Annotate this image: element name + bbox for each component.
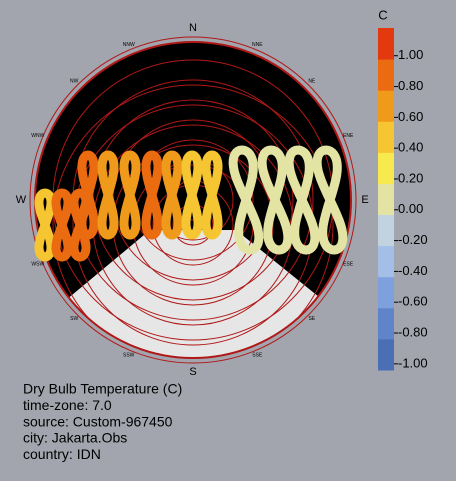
analemma	[51, 188, 73, 262]
legend-swatch	[378, 276, 394, 309]
compass-label: SSW	[123, 353, 135, 359]
legend-swatch	[378, 338, 394, 371]
info-line: city: Jakarta.Obs	[23, 430, 127, 446]
legend-tick-label: 0.00	[398, 201, 423, 216]
compass-label: NE	[308, 79, 316, 85]
analemma	[181, 150, 203, 240]
legend-tick-label: 1.00	[398, 47, 423, 62]
legend-tick-label: -0.40	[398, 263, 428, 278]
compass-label: ENE	[343, 133, 354, 139]
compass-label: SSE	[252, 353, 263, 359]
legend-swatch	[378, 183, 394, 216]
outer-ring	[29, 36, 357, 364]
legend-tick-label: -0.60	[398, 294, 428, 309]
analemma	[69, 188, 91, 262]
info-line: source: Custom-967450	[23, 413, 173, 429]
analemma	[257, 145, 293, 255]
legend-tick-label: 0.20	[398, 170, 423, 185]
compass-label: NNE	[252, 42, 263, 48]
analemma	[228, 145, 264, 255]
legend-tick-label: 0.40	[398, 140, 423, 155]
legend-swatch	[378, 28, 394, 60]
legend-swatch	[378, 245, 394, 278]
compass-label: ESE	[343, 262, 354, 268]
analemma	[284, 145, 320, 255]
legend-swatch	[378, 121, 394, 153]
compass-label: N	[189, 22, 197, 34]
legend-swatch	[378, 152, 394, 184]
legend-swatch	[378, 214, 394, 247]
compass-label: WNW	[31, 133, 44, 139]
analemma	[97, 150, 119, 240]
compass-label: NW	[70, 79, 79, 85]
compass-label: E	[361, 194, 368, 206]
legend-tick-label: 0.60	[398, 109, 423, 124]
compass-label: NNW	[123, 42, 135, 48]
compass-label: WSW	[31, 262, 44, 268]
analemma	[119, 150, 141, 240]
info-line: time-zone: 7.0	[23, 397, 112, 413]
legend-tick-label: -0.80	[398, 324, 428, 339]
legend-tick-label: -0.20	[398, 232, 428, 247]
legend-swatch	[378, 59, 394, 91]
analemma	[141, 150, 163, 240]
analemma	[201, 150, 223, 240]
compass-label: W	[16, 194, 27, 206]
legend-swatch	[378, 90, 394, 122]
legend-tick-label: 0.80	[398, 78, 423, 93]
legend-swatch	[378, 307, 394, 340]
analemma	[77, 150, 99, 240]
legend-tick-label: -1.00	[398, 355, 428, 370]
altitude-ring	[52, 84, 334, 358]
info-line: country: IDN	[23, 446, 101, 462]
analemma	[34, 188, 56, 262]
legend-title: C	[378, 7, 387, 22]
analemma	[312, 145, 348, 255]
info-line: Dry Bulb Temperature (C)	[23, 381, 182, 397]
analemma	[161, 150, 183, 240]
compass-label: SW	[70, 316, 78, 322]
compass-label: S	[189, 366, 196, 378]
compass-label: SE	[308, 316, 315, 322]
